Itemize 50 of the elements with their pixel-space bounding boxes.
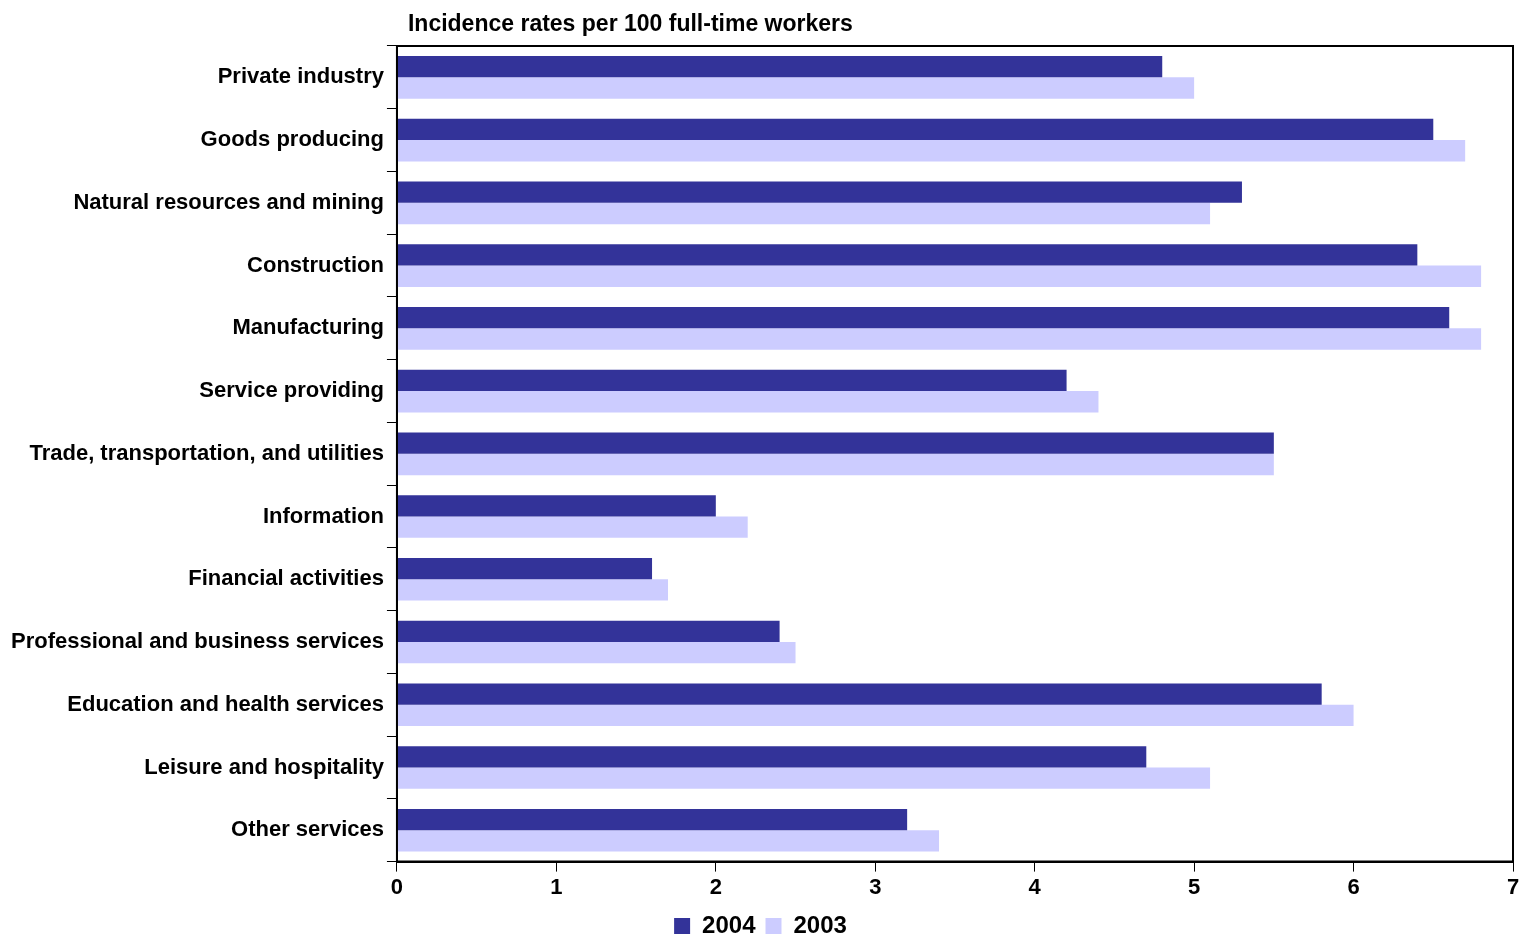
- bar: [397, 495, 716, 517]
- bar: [397, 683, 1322, 705]
- y-tick-label: Goods producing: [200, 126, 384, 152]
- y-tick-label: Other services: [231, 816, 384, 842]
- legend-label: 2004: [702, 910, 757, 938]
- x-tick-label: 4: [1028, 873, 1042, 899]
- bar: [397, 265, 1482, 287]
- bar: [397, 579, 668, 601]
- x-tick-label: 7: [1506, 873, 1520, 899]
- bar: [397, 328, 1482, 350]
- bar: [397, 830, 940, 852]
- bar: [397, 453, 1274, 476]
- y-tick-label: Manufacturing: [232, 314, 384, 340]
- bar: [397, 746, 1147, 768]
- y-tick-label: Natural resources and mining: [73, 188, 384, 214]
- bar: [397, 77, 1195, 99]
- bar: [397, 642, 796, 664]
- bar: [397, 557, 653, 580]
- bar: [397, 306, 1450, 329]
- bar: [397, 808, 908, 831]
- legend-label: 2003: [793, 910, 847, 938]
- y-tick-label: Leisure and hospitality: [144, 753, 385, 779]
- bar: [397, 202, 1211, 225]
- bar: [397, 432, 1274, 454]
- y-tick-label: Information: [262, 502, 384, 528]
- x-tick-label: 3: [869, 873, 882, 899]
- x-tick-label: 0: [390, 873, 404, 899]
- bar: [397, 244, 1418, 266]
- bar: [397, 140, 1466, 162]
- bar: [397, 620, 780, 643]
- bar: [397, 391, 1099, 413]
- x-tick-label: 5: [1188, 873, 1201, 899]
- x-tick-label: 1: [550, 873, 563, 899]
- y-tick-label: Construction: [247, 251, 384, 277]
- bar: [397, 118, 1434, 141]
- bar: [397, 369, 1067, 392]
- y-tick-label: Education and health services: [67, 690, 384, 716]
- y-tick-label: Private industry: [217, 63, 385, 89]
- bar: [397, 56, 1163, 78]
- x-tick-label: 2: [709, 873, 722, 899]
- bar: [397, 516, 748, 538]
- bar: [397, 704, 1354, 727]
- x-tick-label: 6: [1347, 873, 1360, 899]
- bar: [397, 181, 1242, 203]
- y-tick-label: Financial activities: [188, 565, 384, 591]
- chart-title: Incidence rates per 100 full-time workers: [407, 9, 853, 36]
- bar: [397, 767, 1211, 789]
- y-tick-label: Professional and business services: [10, 628, 384, 654]
- y-tick-label: Trade, transportation, and utilities: [29, 439, 384, 465]
- y-tick-label: Service providing: [199, 377, 384, 403]
